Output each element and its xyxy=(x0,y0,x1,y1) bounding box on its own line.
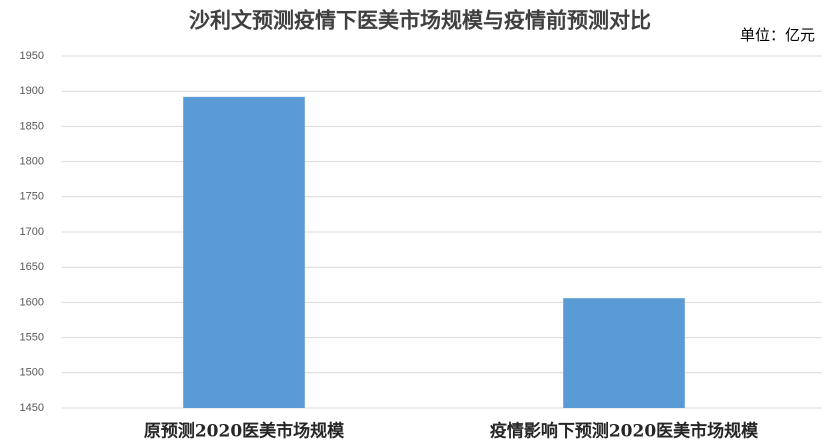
y-tick-label: 1900 xyxy=(20,85,44,97)
bar xyxy=(183,96,305,408)
x-tick-label: 疫情影响下预测2020医美市场规模 xyxy=(490,421,759,442)
y-tick-label: 1950 xyxy=(20,50,44,62)
y-tick-label: 1850 xyxy=(20,120,44,132)
bar xyxy=(563,298,685,408)
unit-label: 单位：亿元 xyxy=(740,27,815,44)
x-tick-label: 原预测2020医美市场规模 xyxy=(144,421,345,442)
y-tick-label: 1700 xyxy=(20,226,44,238)
y-tick-label: 1450 xyxy=(20,402,44,414)
y-tick-label: 1500 xyxy=(20,367,44,379)
y-tick-label: 1600 xyxy=(20,296,44,308)
chart-title: 沙利文预测疫情下医美市场规模与疫情前预测对比 xyxy=(189,8,651,33)
y-tick-label: 1750 xyxy=(20,191,44,203)
y-tick-label: 1650 xyxy=(20,261,44,273)
y-tick-label: 1550 xyxy=(20,332,44,344)
y-tick-label: 1800 xyxy=(20,156,44,168)
